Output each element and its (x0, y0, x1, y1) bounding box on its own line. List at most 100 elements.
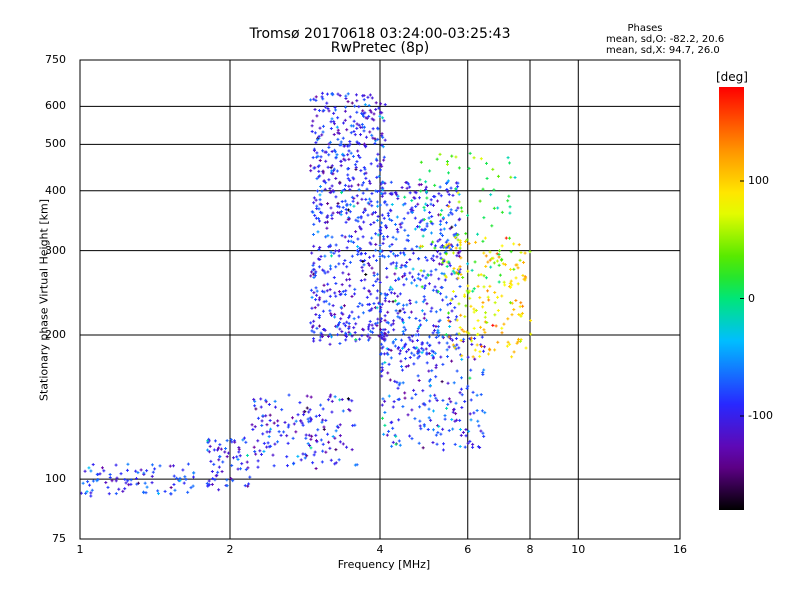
scatter-point (457, 181, 459, 185)
scatter-point (384, 138, 386, 142)
scatter-point (398, 397, 400, 401)
scatter-point (509, 281, 511, 285)
scatter-point (346, 265, 348, 269)
scatter-point (218, 488, 220, 492)
scatter-point (463, 330, 465, 334)
scatter-point (417, 350, 419, 354)
scatter-point (346, 204, 348, 208)
scatter-point (257, 416, 259, 420)
scatter-point (405, 180, 407, 184)
scatter-point (347, 397, 349, 401)
scatter-point (192, 475, 194, 479)
scatter-point (427, 273, 429, 277)
scatter-point (356, 160, 358, 164)
scatter-point (370, 242, 372, 246)
scatter-point (418, 257, 420, 261)
scatter-point (362, 269, 364, 273)
scatter-point (317, 230, 319, 234)
scatter-point (455, 187, 457, 191)
scatter-point (274, 442, 276, 446)
scatter-point (382, 241, 384, 245)
scatter-point (423, 218, 425, 222)
scatter-point (382, 345, 384, 349)
scatter-point (347, 144, 349, 148)
scatter-point (404, 247, 406, 251)
scatter-point (480, 343, 482, 347)
scatter-point (349, 142, 351, 146)
scatter-point (348, 398, 350, 402)
scatter-point (190, 486, 192, 490)
scatter-point (173, 474, 175, 478)
scatter-point (368, 309, 370, 313)
scatter-point (446, 348, 448, 352)
scatter-point (319, 193, 321, 197)
scatter-point (313, 166, 315, 170)
scatter-point (403, 283, 405, 287)
scatter-point (142, 490, 144, 494)
scatter-point (352, 124, 354, 128)
scatter-point (463, 337, 465, 341)
scatter-point (475, 240, 477, 244)
scatter-point (356, 110, 358, 114)
scatter-point (360, 279, 362, 283)
scatter-point (411, 206, 413, 210)
scatter-point (362, 112, 364, 116)
scatter-point (450, 211, 452, 215)
scatter-point (221, 470, 223, 474)
scatter-point (288, 393, 290, 397)
scatter-point (362, 210, 364, 214)
scatter-point (483, 349, 485, 353)
scatter-point (509, 285, 511, 289)
scatter-point (362, 109, 364, 113)
scatter-point (318, 316, 320, 320)
scatter-point (485, 311, 487, 315)
scatter-point (391, 218, 393, 222)
scatter-point (391, 444, 393, 448)
scatter-point (412, 339, 414, 343)
scatter-point (379, 255, 381, 259)
scatter-point (387, 371, 389, 375)
scatter-point (389, 208, 391, 212)
scatter-point (287, 441, 289, 445)
scatter-point (379, 249, 381, 253)
scatter-point (327, 432, 329, 436)
scatter-point (386, 266, 388, 270)
scatter-point (469, 289, 471, 293)
scatter-point (329, 294, 331, 298)
scatter-point (467, 262, 469, 266)
scatter-point (392, 426, 394, 430)
scatter-point (369, 319, 371, 323)
scatter-point (417, 225, 419, 229)
scatter-point (468, 331, 470, 335)
scatter-point (323, 425, 325, 429)
scatter-point (152, 470, 154, 474)
scatter-point (325, 159, 327, 163)
scatter-point (428, 369, 430, 373)
scatter-point (326, 215, 328, 219)
scatter-point (461, 328, 463, 332)
scatter-point (409, 338, 411, 342)
scatter-point (449, 337, 451, 341)
scatter-point (337, 333, 339, 337)
scatter-point (343, 322, 345, 326)
scatter-point (435, 363, 437, 367)
scatter-point (336, 325, 338, 329)
scatter-point (338, 249, 340, 253)
scatter-point (349, 277, 351, 281)
scatter-point (244, 484, 246, 488)
scatter-point (439, 238, 441, 242)
scatter-point (471, 268, 473, 272)
scatter-point (391, 191, 393, 195)
scatter-point (318, 134, 320, 138)
scatter-point (399, 309, 401, 313)
scatter-point (331, 235, 333, 239)
scatter-point (314, 450, 316, 454)
scatter-point (383, 338, 385, 342)
scatter-point (345, 220, 347, 224)
scatter-point (340, 213, 342, 217)
scatter-point (479, 296, 481, 300)
scatter-point (433, 258, 435, 262)
scatter-point (375, 210, 377, 214)
scatter-point (458, 192, 460, 196)
scatter-point (485, 161, 487, 165)
